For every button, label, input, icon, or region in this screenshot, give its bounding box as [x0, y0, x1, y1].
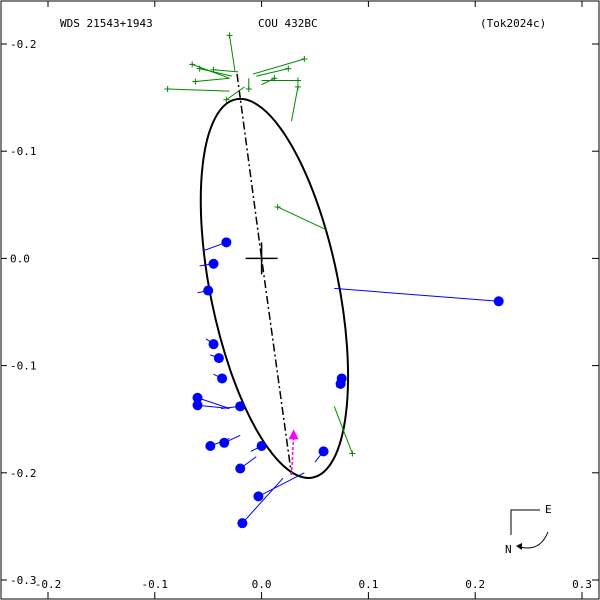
- residual-line: [213, 69, 239, 73]
- residual-line: [167, 88, 230, 92]
- y-tick-label: -0.1: [10, 145, 37, 158]
- predicted-position-marker: [288, 429, 299, 440]
- speckle-point: [219, 437, 230, 448]
- y-tick-label: -0.3: [10, 574, 37, 587]
- residual-line: [261, 77, 275, 86]
- speckle-point: [203, 285, 214, 296]
- micrometer-point: [164, 86, 171, 93]
- residual-line: [195, 77, 230, 83]
- residual-line: [333, 406, 353, 454]
- micrometer-point: [301, 56, 308, 63]
- speckle-point: [253, 491, 264, 502]
- micrometer-point: [294, 83, 301, 90]
- y-tick-label: 0.0: [10, 252, 30, 265]
- y-tick-label: -0.2: [10, 38, 37, 51]
- speckle-point: [192, 392, 203, 403]
- residual-line: [334, 287, 499, 302]
- x-tick-label: 0.3: [572, 578, 592, 591]
- speckle-point: [217, 373, 228, 384]
- residual-line: [199, 68, 232, 77]
- residual-line: [226, 86, 245, 101]
- x-tick-label: -0.2: [35, 578, 62, 591]
- micrometer-point: [285, 65, 292, 72]
- speckle-point: [208, 339, 219, 350]
- x-tick-label: 0.0: [252, 578, 272, 591]
- compass: E N: [505, 503, 552, 556]
- residual-line: [229, 35, 236, 71]
- compass-east-label: E: [545, 503, 552, 516]
- micrometer-point: [245, 86, 252, 93]
- micrometer-point: [210, 66, 217, 73]
- micrometer-point: [271, 75, 278, 82]
- compass-north-label: N: [505, 543, 512, 556]
- speckle-point: [213, 353, 224, 364]
- speckle-point: [205, 441, 216, 451]
- compass-bracket: [510, 509, 540, 535]
- residual-line: [197, 404, 230, 409]
- orbit-ellipse: [199, 97, 350, 479]
- micrometer-point: [226, 32, 233, 39]
- speckle-point: [208, 258, 219, 269]
- tick-labels: -0.2 -0.1 0.0 0.1 0.2 0.3-0.2-0.10.0-0.1-0.2-…: [10, 38, 592, 591]
- micrometer-point: [223, 96, 230, 103]
- micrometer-point: [189, 61, 196, 68]
- residual-line: [258, 472, 305, 497]
- line-of-nodes: [236, 73, 293, 476]
- micrometer-point: [196, 65, 203, 72]
- speckle-point: [192, 400, 203, 411]
- x-tick-label: 0.2: [465, 578, 485, 591]
- compass-arrow-arc: [519, 531, 549, 549]
- residual-line: [256, 68, 289, 77]
- orbit-layer: [199, 73, 350, 479]
- micrometer-point: [349, 450, 356, 457]
- residual-line: [252, 58, 305, 75]
- header-right-label: (Tok2024c): [480, 17, 546, 30]
- micrometer-point: [192, 78, 199, 85]
- speckle-point: [256, 441, 267, 451]
- speckle-point: [235, 463, 246, 474]
- residual-line: [277, 206, 326, 230]
- speckle-point: [318, 446, 329, 457]
- micrometer-point: [274, 203, 281, 210]
- header-left-label: WDS 21543+1943: [60, 17, 153, 30]
- residual-line: [291, 86, 299, 122]
- speckle-point: [493, 296, 504, 307]
- x-tick-label: -0.1: [142, 578, 169, 591]
- x-tick-label: 0.1: [358, 578, 378, 591]
- speckle-point: [237, 518, 248, 529]
- compass-arrow-head: [516, 543, 522, 550]
- predicted-motion-line: [290, 435, 295, 475]
- observation-markers: [164, 32, 504, 529]
- residual-line: [197, 397, 230, 409]
- speckle-point: [335, 378, 346, 389]
- micrometer-point: [294, 77, 301, 84]
- residual-line: [242, 477, 284, 524]
- y-tick-label: -0.1: [10, 360, 37, 373]
- speckle-point: [221, 237, 232, 248]
- speckle-point: [235, 401, 246, 412]
- y-tick-label: -0.2: [10, 467, 37, 480]
- header-center-label: COU 432BC: [258, 17, 318, 30]
